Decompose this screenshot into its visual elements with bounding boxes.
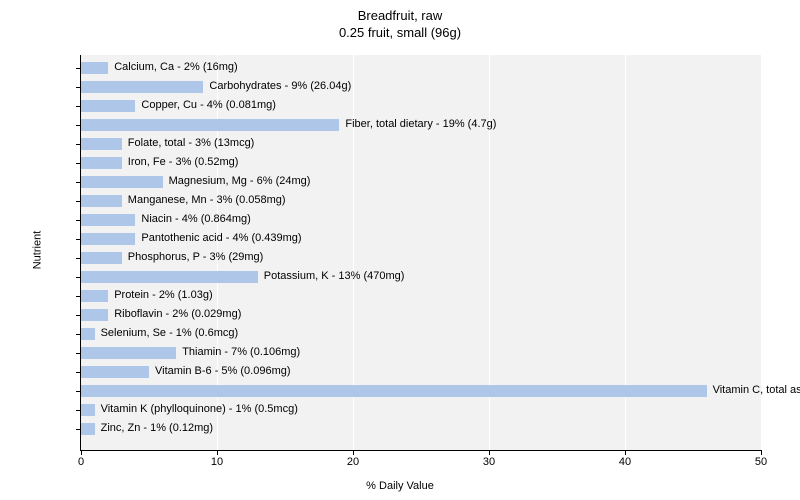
bar-label: Iron, Fe - 3% (0.52mg) (128, 156, 239, 168)
bar (81, 119, 339, 131)
chart-title: Breadfruit, raw 0.25 fruit, small (96g) (0, 0, 800, 42)
bar-label: Magnesium, Mg - 6% (24mg) (169, 175, 311, 187)
bar (81, 176, 163, 188)
bar (81, 233, 135, 245)
bar (81, 423, 95, 435)
bar (81, 252, 122, 264)
bar (81, 309, 108, 321)
bar-label: Selenium, Se - 1% (0.6mcg) (101, 327, 239, 339)
bar-label: Vitamin B-6 - 5% (0.096mg) (155, 365, 291, 377)
bar-label: Zinc, Zn - 1% (0.12mg) (101, 422, 213, 434)
bar (81, 271, 258, 283)
x-axis-label: % Daily Value (366, 480, 434, 492)
bar (81, 81, 203, 93)
bar-label: Calcium, Ca - 2% (16mg) (114, 61, 237, 73)
x-tick-label: 50 (755, 456, 767, 468)
bar-label: Phosphorus, P - 3% (29mg) (128, 251, 264, 263)
bar (81, 100, 135, 112)
x-tick-label: 30 (483, 456, 495, 468)
x-tick-label: 10 (211, 456, 223, 468)
x-tick-mark (217, 450, 218, 455)
bar-label: Niacin - 4% (0.864mg) (141, 213, 250, 225)
bar (81, 157, 122, 169)
bar-label: Vitamin K (phylloquinone) - 1% (0.5mcg) (101, 403, 298, 415)
x-tick-mark (761, 450, 762, 455)
bar-label: Protein - 2% (1.03g) (114, 289, 212, 301)
bar (81, 290, 108, 302)
bar (81, 62, 108, 74)
bar (81, 328, 95, 340)
x-tick-mark (353, 450, 354, 455)
bar (81, 138, 122, 150)
bar-label: Thiamin - 7% (0.106mg) (182, 346, 300, 358)
bar-label: Vitamin C, total ascorbic acid - 46% (27… (713, 384, 800, 396)
bar-label: Fiber, total dietary - 19% (4.7g) (345, 118, 496, 130)
x-tick-mark (81, 450, 82, 455)
bar-label: Manganese, Mn - 3% (0.058mg) (128, 194, 286, 206)
x-tick-mark (625, 450, 626, 455)
bar (81, 385, 707, 397)
bar-label: Pantothenic acid - 4% (0.439mg) (141, 232, 301, 244)
title-line-2: 0.25 fruit, small (96g) (0, 25, 800, 42)
bar-label: Carbohydrates - 9% (26.04g) (209, 80, 351, 92)
chart-container: Breadfruit, raw 0.25 fruit, small (96g) … (0, 0, 800, 500)
bar-label: Folate, total - 3% (13mcg) (128, 137, 255, 149)
y-axis-label: Nutrient (31, 231, 43, 270)
x-tick-label: 40 (619, 456, 631, 468)
x-tick-label: 0 (78, 456, 84, 468)
bar (81, 347, 176, 359)
bar (81, 366, 149, 378)
bar-label: Riboflavin - 2% (0.029mg) (114, 308, 241, 320)
bar (81, 214, 135, 226)
bar-label: Potassium, K - 13% (470mg) (264, 270, 405, 282)
x-tick-mark (489, 450, 490, 455)
x-tick-label: 20 (347, 456, 359, 468)
plot-area: 01020304050Calcium, Ca - 2% (16mg)Carboh… (80, 55, 761, 451)
bar-label: Copper, Cu - 4% (0.081mg) (141, 99, 276, 111)
title-line-1: Breadfruit, raw (0, 8, 800, 25)
bar (81, 404, 95, 416)
bar (81, 195, 122, 207)
